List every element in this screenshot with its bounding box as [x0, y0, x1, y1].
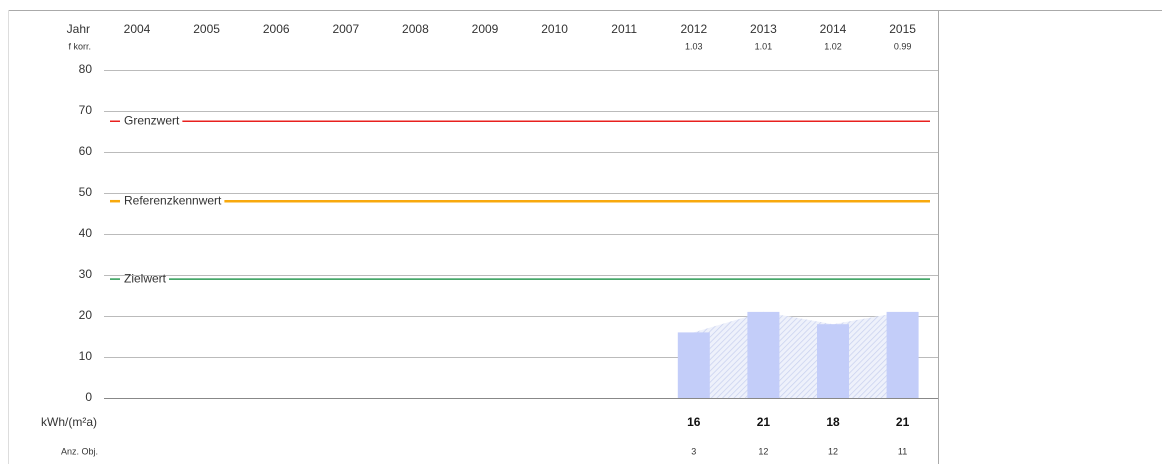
bar	[886, 311, 919, 398]
value-label: 21	[896, 415, 910, 429]
count-row-label: Anz. Obj.	[61, 446, 98, 456]
x-tick-label: 2006	[263, 22, 290, 36]
fkorr-row-label: f korr.	[68, 41, 91, 51]
bar	[677, 332, 710, 398]
y-tick-label: 30	[79, 267, 93, 281]
x-tick-label: 2008	[402, 22, 429, 36]
count-value: 3	[691, 446, 696, 456]
hatched-area	[693, 311, 903, 398]
count-value: 12	[828, 446, 838, 456]
value-label: 18	[826, 415, 840, 429]
x-tick-label: 2012	[680, 22, 707, 36]
count-value: 11	[898, 446, 907, 456]
x-tick-label: 2009	[472, 22, 499, 36]
x-tick-label: 2010	[541, 22, 568, 36]
reference-line-label: Referenzkennwert	[124, 193, 222, 207]
x-tick-label: 2013	[750, 22, 777, 36]
year-row-label: Jahr	[67, 22, 90, 36]
y-tick-label: 0	[85, 390, 92, 404]
y-tick-label: 40	[79, 226, 93, 240]
y-tick-label: 60	[79, 144, 93, 158]
reference-line-label: Grenzwert	[124, 113, 180, 127]
x-tick-label: 2004	[124, 22, 151, 36]
unit-row-label: kWh/(m²a)	[41, 415, 97, 429]
value-label: 21	[757, 415, 771, 429]
x-tick-label: 2007	[332, 22, 359, 36]
fkorr-value: 1.01	[755, 41, 773, 51]
x-tick-label: 2014	[820, 22, 847, 36]
fkorr-value: 1.02	[824, 41, 842, 51]
x-tick-label: 2015	[889, 22, 916, 36]
y-tick-label: 50	[79, 185, 93, 199]
count-value: 12	[758, 446, 768, 456]
reference-line-label: Zielwert	[124, 271, 167, 285]
fkorr-value: 0.99	[894, 41, 912, 51]
x-tick-label: 2005	[193, 22, 220, 36]
y-tick-label: 80	[79, 62, 93, 76]
value-label: 16	[687, 415, 701, 429]
x-tick-label: 2011	[611, 22, 637, 36]
fkorr-value: 1.03	[685, 41, 703, 51]
y-tick-label: 70	[79, 103, 93, 117]
bar	[817, 324, 849, 398]
bar	[747, 311, 780, 398]
y-tick-label: 20	[79, 308, 93, 322]
y-tick-label: 10	[79, 349, 93, 363]
